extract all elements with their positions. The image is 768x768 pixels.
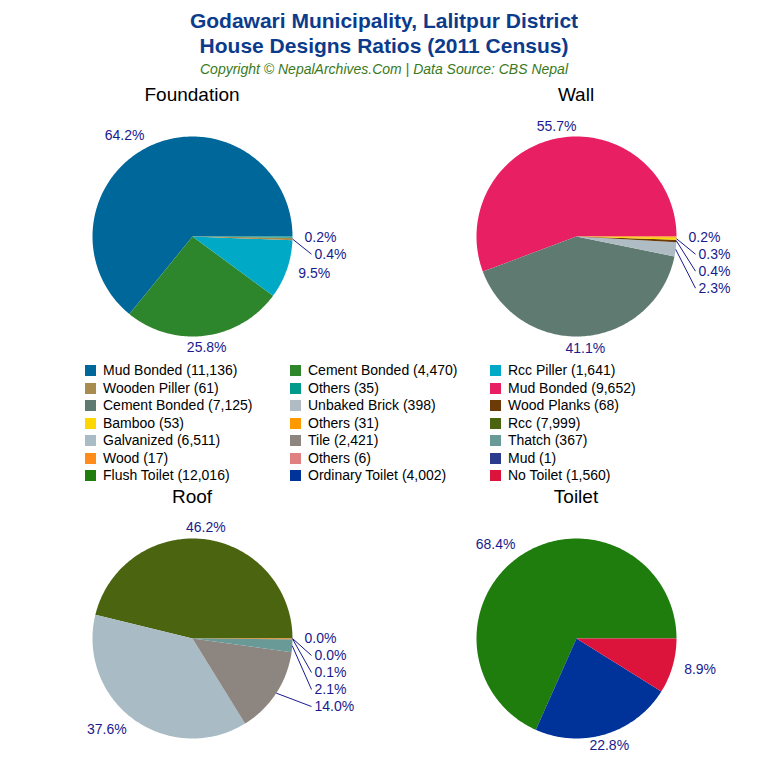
svg-text:64.2%: 64.2% [105, 127, 145, 143]
svg-text:2.1%: 2.1% [315, 681, 347, 697]
html-text:Thatch (367): Thatch (367) [508, 432, 588, 448]
html-text:Cement Bonded (7,125): Cement Bonded (7,125) [103, 397, 253, 413]
html-text:Tile (2,421): Tile (2,421) [308, 432, 379, 448]
html-text:Godawari Municipality, Lalitpu: Godawari Municipality, Lalitpur District… [189, 9, 579, 57]
svg-text:0.4%: 0.4% [699, 263, 731, 279]
html-text:Wood Planks (68): Wood Planks (68) [508, 397, 619, 413]
html-text:Copyright © NepalArchives.Com: Copyright © NepalArchives.Com | Data Sou… [200, 61, 568, 77]
html-text:Unbaked Brick (398): Unbaked Brick (398) [308, 397, 436, 413]
svg-text:55.7%: 55.7% [537, 118, 577, 134]
svg-text:68.4%: 68.4% [476, 536, 516, 552]
svg-text:0.0%: 0.0% [315, 647, 347, 663]
svg-text:41.1%: 41.1% [565, 340, 605, 356]
html-text:Rcc (7,999): Rcc (7,999) [508, 414, 581, 431]
svg-text:8.9%: 8.9% [684, 661, 716, 677]
html-text:Ordinary Toilet (4,002): Ordinary Toilet (4,002) [308, 467, 447, 483]
html-text:Foundation: Foundation [144, 84, 240, 105]
html-text:Galvanized (6,511): Galvanized (6,511) [103, 432, 221, 448]
svg-text:9.5%: 9.5% [298, 265, 330, 281]
html-text:Wood (17): Wood (17) [103, 449, 169, 466]
html-text:Toilet: Toilet [553, 486, 599, 507]
html-text:Mud Bonded (11,136): Mud Bonded (11,136) [103, 362, 238, 378]
svg-text:0.3%: 0.3% [699, 246, 731, 262]
html-text:Bamboo (53): Bamboo (53) [103, 414, 184, 431]
html-text:Roof: Roof [171, 486, 213, 507]
html-text:Others (6): Others (6) [308, 449, 371, 466]
html-text:Others (35): Others (35) [308, 379, 379, 396]
html-text:Wall: Wall [557, 84, 595, 105]
svg-text:14.0%: 14.0% [315, 698, 355, 714]
svg-text:0.4%: 0.4% [315, 246, 347, 262]
svg-text:2.3%: 2.3% [699, 280, 731, 296]
html-text:Mud Bonded (9,652): Mud Bonded (9,652) [508, 379, 636, 396]
html-text:Cement Bonded (4,470): Cement Bonded (4,470) [308, 362, 458, 378]
svg-text:22.8%: 22.8% [589, 737, 629, 753]
html-text:No Toilet (1,560): No Toilet (1,560) [508, 467, 611, 483]
svg-text:0.0%: 0.0% [305, 630, 337, 646]
html-text:Flush Toilet (12,016): Flush Toilet (12,016) [103, 467, 230, 483]
html-text:Mud (1): Mud (1) [508, 449, 557, 466]
svg-text:37.6%: 37.6% [87, 721, 127, 737]
svg-text:0.2%: 0.2% [688, 229, 720, 245]
html-text:Wooden Piller (61): Wooden Piller (61) [103, 379, 219, 396]
svg-text:0.1%: 0.1% [315, 664, 347, 680]
html-text:Rcc Piller (1,641): Rcc Piller (1,641) [508, 362, 616, 378]
svg-text:46.2%: 46.2% [186, 519, 226, 535]
html-text:Others (31): Others (31) [308, 414, 379, 431]
svg-text:25.8%: 25.8% [187, 339, 227, 355]
svg-text:0.2%: 0.2% [304, 229, 336, 245]
